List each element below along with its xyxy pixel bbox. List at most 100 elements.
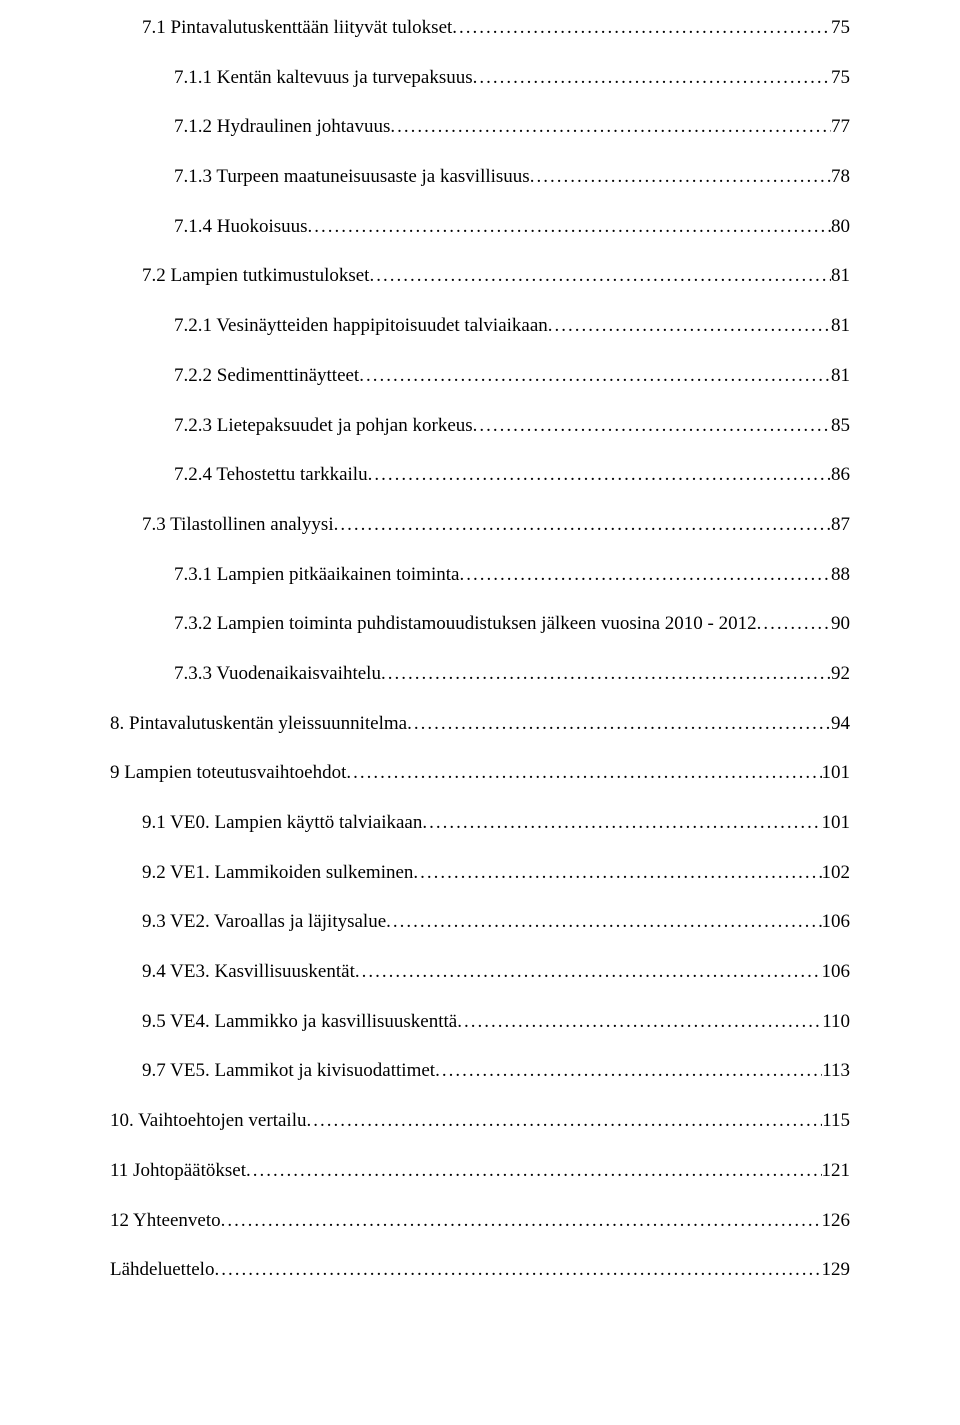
toc-leader-dots (381, 662, 831, 687)
toc-leader-dots (214, 1258, 821, 1283)
toc-entry-page: 75 (831, 16, 850, 41)
toc-row: 7.1.2 Hydraulinen johtavuus 77 (110, 115, 850, 140)
toc-entry-page: 126 (822, 1209, 851, 1234)
toc-entry-page: 115 (822, 1109, 850, 1134)
toc-entry-page: 85 (831, 414, 850, 439)
toc-entry-page: 81 (831, 264, 850, 289)
toc-leader-dots (435, 1059, 822, 1084)
toc-entry-label: 9 Lampien toteutusvaihtoehdot (110, 761, 346, 786)
toc-entry-label: 7.1.4 Huokoisuus (174, 215, 308, 240)
toc-entry-page: 81 (831, 364, 850, 389)
toc-leader-dots (359, 364, 831, 389)
toc-entry-label: 8. Pintavalutuskentän yleissuunnitelma (110, 712, 407, 737)
toc-entry-label: Lähdeluettelo (110, 1258, 214, 1283)
toc-entry-label: 12 Yhteenveto (110, 1209, 221, 1234)
toc-entry-page: 113 (822, 1059, 850, 1084)
toc-row: 7.3.2 Lampien toiminta puhdistamouudistu… (110, 612, 850, 637)
toc-entry-label: 11 Johtopäätökset (110, 1159, 246, 1184)
toc-row: 10. Vaihtoehtojen vertailu 115 (110, 1109, 850, 1134)
toc-entry-label: 9.1 VE0. Lampien käyttö talviaikaan (142, 811, 422, 836)
toc-leader-dots (355, 960, 822, 985)
toc-leader-dots (407, 712, 831, 737)
toc-entry-page: 92 (831, 662, 850, 687)
toc-row: 9.7 VE5. Lammikot ja kivisuodattimet 113 (110, 1059, 850, 1084)
toc-row: 7.2.4 Tehostettu tarkkailu 86 (110, 463, 850, 488)
toc-entry-page: 106 (822, 910, 851, 935)
toc-row: 9.5 VE4. Lammikko ja kasvillisuuskenttä 1… (110, 1010, 850, 1035)
toc-entry-page: 86 (831, 463, 850, 488)
toc-row: 7.1.4 Huokoisuus 80 (110, 215, 850, 240)
toc-entry-label: 7.1 Pintavalutuskenttään liityvät tuloks… (142, 16, 452, 41)
toc-entry-label: 7.1.2 Hydraulinen johtavuus (174, 115, 390, 140)
toc-entry-label: 10. Vaihtoehtojen vertailu (110, 1109, 306, 1134)
toc-leader-dots (334, 513, 831, 538)
toc-entry-page: 106 (822, 960, 851, 985)
toc-entry-label: 7.3.1 Lampien pitkäaikainen toiminta (174, 563, 459, 588)
toc-entry-page: 102 (822, 861, 851, 886)
table-of-contents: 7.1 Pintavalutuskenttään liityvät tuloks… (110, 16, 850, 1283)
toc-entry-page: 77 (831, 115, 850, 140)
toc-entry-page: 88 (831, 563, 850, 588)
toc-row: 7.1.1 Kentän kaltevuus ja turvepaksuus 75 (110, 66, 850, 91)
toc-leader-dots (459, 563, 831, 588)
toc-entry-label: 9.2 VE1. Lammikoiden sulkeminen (142, 861, 413, 886)
toc-entry-label: 7.3 Tilastollinen analyysi (142, 513, 334, 538)
toc-leader-dots (457, 1010, 822, 1035)
toc-row: 9.1 VE0. Lampien käyttö talviaikaan 101 (110, 811, 850, 836)
toc-row: 12 Yhteenveto 126 (110, 1209, 850, 1234)
toc-entry-label: 7.2 Lampien tutkimustulokset (142, 264, 369, 289)
toc-entry-label: 7.2.1 Vesinäytteiden happipitoisuudet ta… (174, 314, 548, 339)
toc-leader-dots (346, 761, 821, 786)
toc-entry-label: 7.3.2 Lampien toiminta puhdistamouudistu… (174, 612, 757, 637)
toc-row: 7.1 Pintavalutuskenttään liityvät tuloks… (110, 16, 850, 41)
toc-leader-dots (369, 264, 831, 289)
toc-leader-dots (386, 910, 821, 935)
toc-entry-page: 101 (822, 761, 851, 786)
toc-leader-dots (473, 414, 831, 439)
toc-row: 7.3 Tilastollinen analyysi 87 (110, 513, 850, 538)
toc-row: 9.4 VE3. Kasvillisuuskentät 106 (110, 960, 850, 985)
toc-entry-page: 101 (822, 811, 851, 836)
toc-leader-dots (306, 1109, 822, 1134)
toc-row: 11 Johtopäätökset 121 (110, 1159, 850, 1184)
toc-row: 7.2.3 Lietepaksuudet ja pohjan korkeus 85 (110, 414, 850, 439)
toc-leader-dots (390, 115, 831, 140)
toc-entry-label: 7.1.3 Turpeen maatuneisuusaste ja kasvil… (174, 165, 530, 190)
toc-leader-dots (473, 66, 831, 91)
toc-entry-page: 121 (822, 1159, 851, 1184)
toc-row: 8. Pintavalutuskentän yleissuunnitelma 94 (110, 712, 850, 737)
toc-row: 9 Lampien toteutusvaihtoehdot 101 (110, 761, 850, 786)
toc-row: 7.3.3 Vuodenaikaisvaihtelu 92 (110, 662, 850, 687)
toc-row: 7.2.2 Sedimenttinäytteet81 (110, 364, 850, 389)
toc-row: Lähdeluettelo 129 (110, 1258, 850, 1283)
toc-leader-dots (413, 861, 821, 886)
toc-entry-page: 87 (831, 513, 850, 538)
toc-entry-label: 9.4 VE3. Kasvillisuuskentät (142, 960, 355, 985)
toc-entry-label: 9.7 VE5. Lammikot ja kivisuodattimet (142, 1059, 435, 1084)
toc-entry-label: 7.1.1 Kentän kaltevuus ja turvepaksuus (174, 66, 473, 91)
toc-entry-label: 7.2.4 Tehostettu tarkkailu (174, 463, 368, 488)
toc-entry-page: 75 (831, 66, 850, 91)
toc-entry-page: 80 (831, 215, 850, 240)
toc-entry-page: 110 (822, 1010, 850, 1035)
toc-entry-label: 9.3 VE2. Varoallas ja läjitysalue (142, 910, 386, 935)
toc-row: 9.2 VE1. Lammikoiden sulkeminen 102 (110, 861, 850, 886)
toc-leader-dots (246, 1159, 822, 1184)
toc-row: 9.3 VE2. Varoallas ja läjitysalue 106 (110, 910, 850, 935)
toc-entry-label: 7.2.3 Lietepaksuudet ja pohjan korkeus (174, 414, 473, 439)
toc-leader-dots (368, 463, 831, 488)
toc-entry-label: 9.5 VE4. Lammikko ja kasvillisuuskenttä (142, 1010, 457, 1035)
toc-row: 7.2.1 Vesinäytteiden happipitoisuudet ta… (110, 314, 850, 339)
toc-leader-dots (221, 1209, 822, 1234)
toc-leader-dots (530, 165, 831, 190)
toc-entry-page: 94 (831, 712, 850, 737)
toc-leader-dots (308, 215, 831, 240)
toc-leader-dots (757, 612, 831, 637)
toc-entry-page: 90 (831, 612, 850, 637)
toc-row: 7.1.3 Turpeen maatuneisuusaste ja kasvil… (110, 165, 850, 190)
toc-leader-dots (548, 314, 831, 339)
toc-row: 7.3.1 Lampien pitkäaikainen toiminta 88 (110, 563, 850, 588)
toc-leader-dots (452, 16, 831, 41)
toc-entry-label: 7.3.3 Vuodenaikaisvaihtelu (174, 662, 381, 687)
toc-entry-page: 129 (822, 1258, 851, 1283)
